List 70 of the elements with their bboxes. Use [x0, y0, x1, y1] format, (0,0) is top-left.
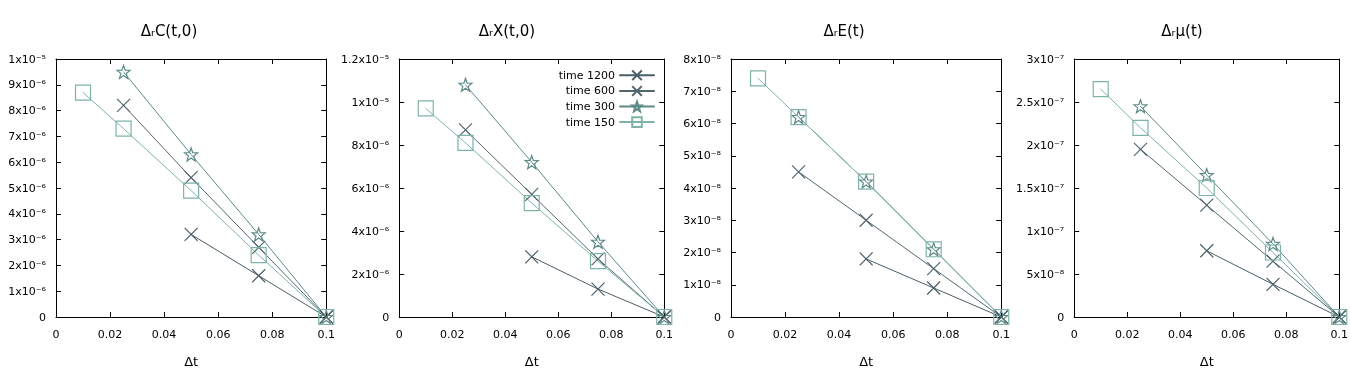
y-tick-label: 1x10⁻⁶	[8, 284, 47, 298]
x-axis-title: Δt	[1199, 354, 1214, 369]
y-tick-label: 0	[1056, 310, 1064, 324]
x-tick-label: 0.08	[1273, 328, 1298, 341]
y-tick-label: 3x10⁻⁸	[683, 213, 722, 227]
x-tick-label: 0.02	[772, 328, 798, 341]
y-tick-label: 4x10⁻⁶	[350, 224, 390, 238]
y-tick-label: 7x10⁻⁶	[8, 129, 47, 143]
x-tick-label: 0.02	[439, 328, 464, 341]
y-tick-label: 2x10⁻⁸	[683, 246, 722, 259]
y-tick-label: 8x10⁻⁶	[8, 104, 47, 118]
y-tick-label: 6x10⁻⁶	[8, 155, 47, 169]
y-tick-label: 6x10⁻⁸	[683, 117, 722, 130]
y-tick-label: 8x10⁻⁶	[350, 138, 390, 152]
y-tick-label: 2x10⁻⁶	[8, 258, 47, 272]
y-tick-label: 0	[381, 310, 389, 324]
legend-label: time 300	[565, 100, 615, 113]
x-tick-label: 0.04	[826, 328, 852, 341]
x-axis-title: Δt	[859, 354, 874, 369]
y-tick-label: 1.5x10⁻⁷	[1015, 181, 1064, 195]
y-tick-label: 0	[39, 310, 46, 324]
legend-label: time 600	[565, 84, 615, 98]
x-tick-label: 0.06	[880, 328, 906, 341]
y-tick-label: 3x10⁻⁷	[1025, 52, 1064, 66]
x-tick-label: 0.06	[1220, 328, 1245, 341]
y-tick-label: 3x10⁻⁶	[8, 233, 47, 247]
x-tick-label: 0	[727, 328, 735, 341]
x-tick-label: 0.1	[655, 328, 673, 341]
y-tick-label: 5x10⁻⁸	[683, 149, 722, 163]
x-axis-title: Δt	[524, 354, 539, 369]
x-axis-title: Δt	[184, 354, 199, 369]
x-tick-label: 0.1	[992, 328, 1010, 341]
x-tick-label: 0.08	[934, 328, 960, 341]
legend-label: time 150	[565, 115, 615, 129]
x-tick-label: 0.06	[545, 328, 570, 341]
y-tick-label: 2x10⁻⁶	[350, 267, 390, 281]
x-tick-label: 0	[395, 328, 403, 341]
y-tick-label: 1.2x10⁻⁵	[340, 52, 389, 66]
y-tick-label: 5x10⁻⁶	[8, 181, 47, 195]
legend-label: time 1200	[558, 68, 615, 82]
y-tick-label: 8x10⁻⁸	[683, 52, 722, 66]
y-tick-label: 6x10⁻⁶	[350, 181, 390, 195]
x-tick-label: 0.04	[492, 328, 517, 341]
x-tick-label: 0.02	[1114, 328, 1139, 341]
x-tick-label: 0.08	[259, 328, 285, 341]
y-tick-label: 7x10⁻⁸	[683, 84, 722, 98]
x-tick-label: 0.08	[598, 328, 623, 341]
y-tick-label: 1x10⁻⁷	[1025, 224, 1064, 238]
y-tick-label: 2x10⁻⁷	[1025, 138, 1064, 152]
y-tick-label: 4x10⁻⁶	[8, 207, 47, 221]
x-tick-label: 0	[1070, 328, 1078, 341]
chart-title: Δᵣμ(t)	[1160, 21, 1203, 40]
y-tick-label: 0	[714, 310, 721, 324]
y-tick-label: 1x10⁻⁸	[683, 278, 722, 292]
x-tick-label: 0.04	[151, 328, 177, 341]
x-tick-label: 0.02	[97, 328, 123, 341]
y-tick-label: 9x10⁻⁶	[8, 78, 47, 92]
x-tick-label: 0.1	[317, 328, 335, 341]
x-tick-label: 0.06	[205, 328, 231, 341]
y-tick-label: 1x10⁻⁵	[350, 95, 389, 109]
y-tick-label: 5x10⁻⁸	[1025, 267, 1065, 281]
x-tick-label: 0.04	[1167, 328, 1192, 341]
x-tick-label: 0.1	[1330, 328, 1348, 341]
x-tick-label: 0	[52, 328, 60, 341]
y-tick-label: 2.5x10⁻⁷	[1015, 95, 1064, 109]
chart-title: ΔᵣE(t)	[823, 21, 865, 40]
y-tick-label: 1x10⁻⁵	[8, 52, 46, 66]
chart-title: ΔᵣC(t,0)	[140, 21, 198, 40]
y-tick-label: 4x10⁻⁸	[683, 181, 722, 195]
chart-title: ΔᵣX(t,0)	[478, 21, 535, 40]
